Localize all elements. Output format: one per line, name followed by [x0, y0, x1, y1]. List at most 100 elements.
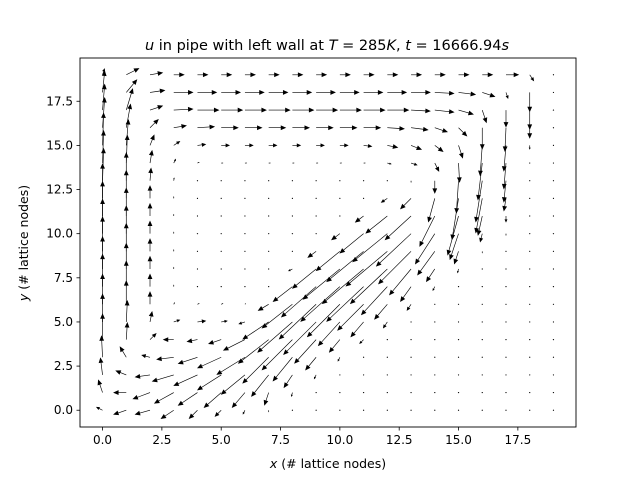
y-tick-label: 12.5 [46, 183, 73, 197]
vector-arrow [268, 250, 270, 252]
vector-arrow [123, 169, 129, 199]
vector-arrow [505, 250, 507, 252]
vector-arrow [98, 357, 104, 375]
vector-arrow [306, 304, 341, 338]
vector-arrow [552, 127, 555, 129]
vector-arrow [434, 109, 455, 115]
vector-arrow [244, 233, 246, 235]
vector-arrow [449, 233, 459, 261]
vector-arrow [362, 374, 365, 376]
vector-arrow [101, 130, 106, 164]
vector-arrow [292, 162, 295, 164]
vector-arrow [288, 268, 293, 272]
vector-arrow [529, 162, 531, 164]
vector-arrow [242, 357, 269, 384]
vector-arrow [352, 233, 388, 263]
vector-arrow [315, 409, 317, 411]
vector-arrow [197, 90, 218, 95]
vector-arrow [290, 392, 293, 397]
vector-arrow [481, 268, 483, 270]
vector-arrow [268, 107, 291, 113]
vector-arrow [257, 304, 269, 311]
vector-arrow [529, 356, 531, 358]
vector-arrow [197, 356, 222, 369]
vector-arrow [315, 215, 317, 217]
vector-arrow [149, 333, 157, 340]
vector-arrow [151, 374, 174, 383]
vector-arrow [387, 126, 405, 131]
vector-arrow [196, 197, 199, 199]
vector-arrow [501, 180, 507, 203]
vector-arrow [316, 125, 334, 131]
vector-arrow [149, 88, 166, 94]
vector-arrow [400, 286, 412, 303]
vector-arrow [173, 106, 194, 112]
vector-arrow [313, 374, 317, 380]
vector-arrow [432, 180, 438, 194]
vector-arrow [527, 110, 533, 130]
vector-arrow [505, 268, 507, 270]
vector-arrow [263, 392, 269, 406]
vector-arrow [242, 410, 246, 415]
vector-arrow [501, 145, 507, 172]
vector-arrow [481, 356, 483, 358]
vector-arrow [97, 379, 103, 393]
vector-arrow [307, 251, 317, 258]
vector-arrow [326, 286, 364, 322]
vector-arrow [113, 409, 127, 416]
vector-arrow [410, 145, 423, 150]
vector-arrow [505, 321, 507, 323]
vector-arrow [244, 197, 246, 199]
y-tick-label: 7.5 [54, 271, 73, 285]
vector-arrow [419, 215, 436, 247]
vector-arrow [99, 335, 105, 358]
vector-arrow [173, 231, 175, 234]
vector-arrow [196, 180, 199, 182]
vector-arrow [529, 250, 531, 252]
plot-frame [79, 57, 577, 428]
vector-arrow [173, 319, 181, 323]
vector-arrow [173, 158, 176, 164]
vector-arrow [529, 303, 531, 305]
vector-arrow [315, 180, 317, 182]
vector-arrow [315, 251, 341, 272]
vector-arrow [100, 313, 105, 340]
vector-arrow [502, 198, 508, 212]
vector-arrow [482, 72, 494, 78]
vector-arrow [196, 286, 199, 288]
x-tick-label: 5.0 [212, 433, 231, 447]
vector-arrow [528, 145, 531, 150]
vector-arrow [552, 233, 555, 235]
vector-arrow [552, 391, 555, 394]
vector-arrow [173, 302, 175, 305]
vector-arrow [552, 268, 555, 270]
x-tick-label: 17.5 [504, 433, 531, 447]
vector-arrow [434, 321, 436, 323]
vector-arrow [552, 339, 555, 341]
vector-arrow [173, 72, 185, 78]
vector-arrow [375, 233, 412, 267]
vector-arrow [374, 304, 388, 320]
vector-arrow [505, 303, 507, 305]
vector-arrow [173, 249, 175, 252]
vector-arrow [359, 339, 364, 345]
vector-arrow [527, 92, 533, 113]
vector-arrow [481, 251, 483, 254]
vector-arrow [196, 215, 199, 217]
x-tick-label: 7.5 [271, 433, 290, 447]
vector-arrow [141, 354, 151, 359]
vector-arrow [261, 304, 293, 329]
vector-arrow [362, 197, 365, 199]
vector-arrow [434, 90, 455, 96]
vector-arrow [292, 143, 302, 148]
vector-arrow [100, 273, 105, 305]
vector-arrow [363, 107, 386, 113]
vector-arrow [339, 162, 343, 164]
vector-arrow [173, 374, 198, 386]
vector-arrow [173, 284, 175, 287]
vector-arrow [316, 107, 339, 113]
y-tick-label: 5.0 [54, 315, 73, 329]
vector-arrow [102, 68, 106, 75]
vector-arrow [529, 374, 531, 376]
vector-arrow [268, 233, 270, 235]
